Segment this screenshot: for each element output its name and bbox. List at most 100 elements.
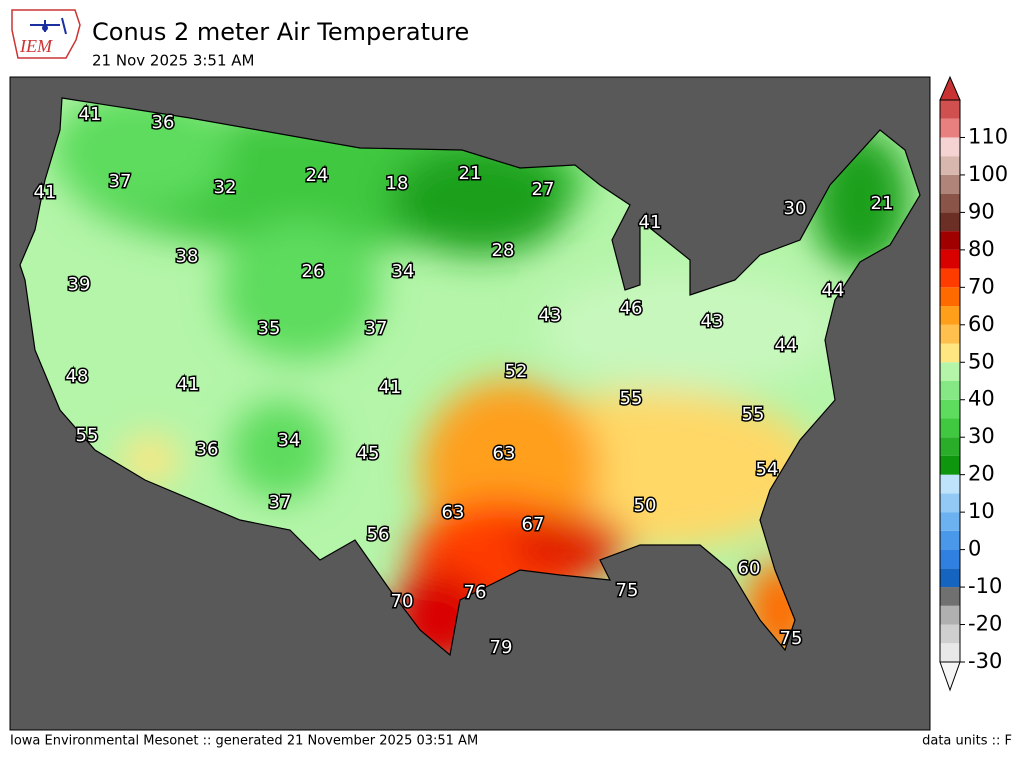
colorbar-segment [940,643,960,662]
map-label: 55 [76,425,99,446]
map-label: 75 [616,580,639,601]
map-label: 36 [152,112,175,133]
colorbar-tick-label: 60 [968,312,995,336]
colorbar-tick-label: -10 [968,574,1002,598]
colorbar-segment [940,605,960,625]
colorbar-segment [940,474,960,494]
map-label: 41 [379,377,402,398]
map-label: 56 [367,524,390,545]
map-label: 79 [490,637,513,658]
map-label: 21 [459,163,482,184]
colorbar-segment [940,512,960,531]
footer-left: Iowa Environmental Mesonet :: generated … [10,734,478,749]
colorbar-segment [940,624,960,644]
colorbar-segment [940,118,960,138]
map-label: 44 [822,280,845,301]
colorbar-extend-min [939,661,961,692]
map-label: 38 [176,246,199,267]
map-label: 63 [442,502,465,523]
colorbar-tick-label: 100 [968,162,1008,186]
colorbar-segment [940,399,960,419]
map-labels: 41 36 41 37 32 24 18 21 27 30 21 41 38 26 34 28 39 35 37 43… [32,103,895,660]
colorbar-segment [940,137,960,157]
colorbar-extend-max [939,75,961,101]
map-label: 28 [492,240,515,261]
colorbar-segment [940,100,960,119]
colorbar-segment [940,418,960,438]
map-label: 30 [784,198,807,219]
colorbar-segment [940,343,960,363]
map-label: 75 [780,628,803,649]
colorbar-segment [940,381,960,400]
map-label: 55 [620,388,643,409]
map-label: 39 [68,274,91,295]
map-label: 36 [196,439,219,460]
subtitle: 21 Nov 2025 3:51 AM [92,52,255,70]
colorbar-segment [940,268,960,288]
map-label: 41 [79,104,102,125]
colorbar-segment [940,193,960,213]
map-label: 76 [464,582,487,603]
map-label: 37 [365,318,388,339]
colorbar-tick-label: 40 [968,387,995,411]
map-label: 26 [302,261,325,282]
map-label: 37 [109,171,132,192]
colorbar-segment [940,174,960,194]
map-label: 44 [775,335,798,356]
colorbar-tick-label: 110 [968,124,1008,148]
colorbar-segment [940,437,960,456]
map-label: 70 [391,591,414,612]
map-label: 48 [66,366,89,387]
colorbar-tick-label: 10 [968,499,995,523]
colorbar-segment [940,212,960,232]
title: Conus 2 meter Air Temperature [92,18,469,46]
colorbar-tick-label: 70 [968,274,995,298]
colorbar-tick-label: 50 [968,349,995,373]
map-label: 41 [34,182,57,203]
colorbar-segment [940,362,960,381]
colorbar-tick-label: 0 [968,537,981,561]
map-label: 54 [756,459,779,480]
colorbar-tick-label: 30 [968,424,995,448]
map-label: 67 [522,514,545,535]
map-label: 60 [738,558,761,579]
colorbar-segment [940,156,960,175]
colorbar-tick-label: 80 [968,237,995,261]
map-label: 63 [493,443,516,464]
colorbar-segment [940,287,960,307]
map-label: 34 [278,430,301,451]
map-label: 55 [742,404,765,425]
map-label: 34 [392,261,415,282]
map-label: 35 [258,318,281,339]
colorbar: -30 -20 -10 0 10 20 30 40 50 60 70 80 90 100 110 [939,75,1008,692]
colorbar-segment [940,455,960,475]
map-label: 43 [701,311,724,332]
colorbar-segment [940,231,960,250]
map-label: 46 [620,298,643,319]
colorbar-tick-label: 90 [968,199,995,223]
colorbar-segment [940,568,960,588]
map-label: 50 [634,495,657,516]
colorbar-segment [940,549,960,569]
colorbar-tick-label: -30 [968,649,1002,673]
colorbar-tick-label: 20 [968,462,995,486]
colorbar-segment [940,324,960,344]
map-label: 21 [871,193,894,214]
colorbar-segment [940,306,960,325]
logo-text: IEM [19,36,53,56]
colorbar-segment [940,587,960,606]
colorbar-outline [939,99,961,663]
colorbar-segment [940,249,960,269]
logo: IEM [11,9,81,59]
colorbar-segment [940,530,960,550]
map-label: 24 [306,165,329,186]
map-label: 41 [639,212,662,233]
colorbar-segment [940,493,960,513]
map-label: 18 [386,173,409,194]
map-label: 32 [214,177,237,198]
map-label: 43 [539,305,562,326]
map-label: 41 [177,374,200,395]
footer-right: data units :: F [922,734,1012,749]
